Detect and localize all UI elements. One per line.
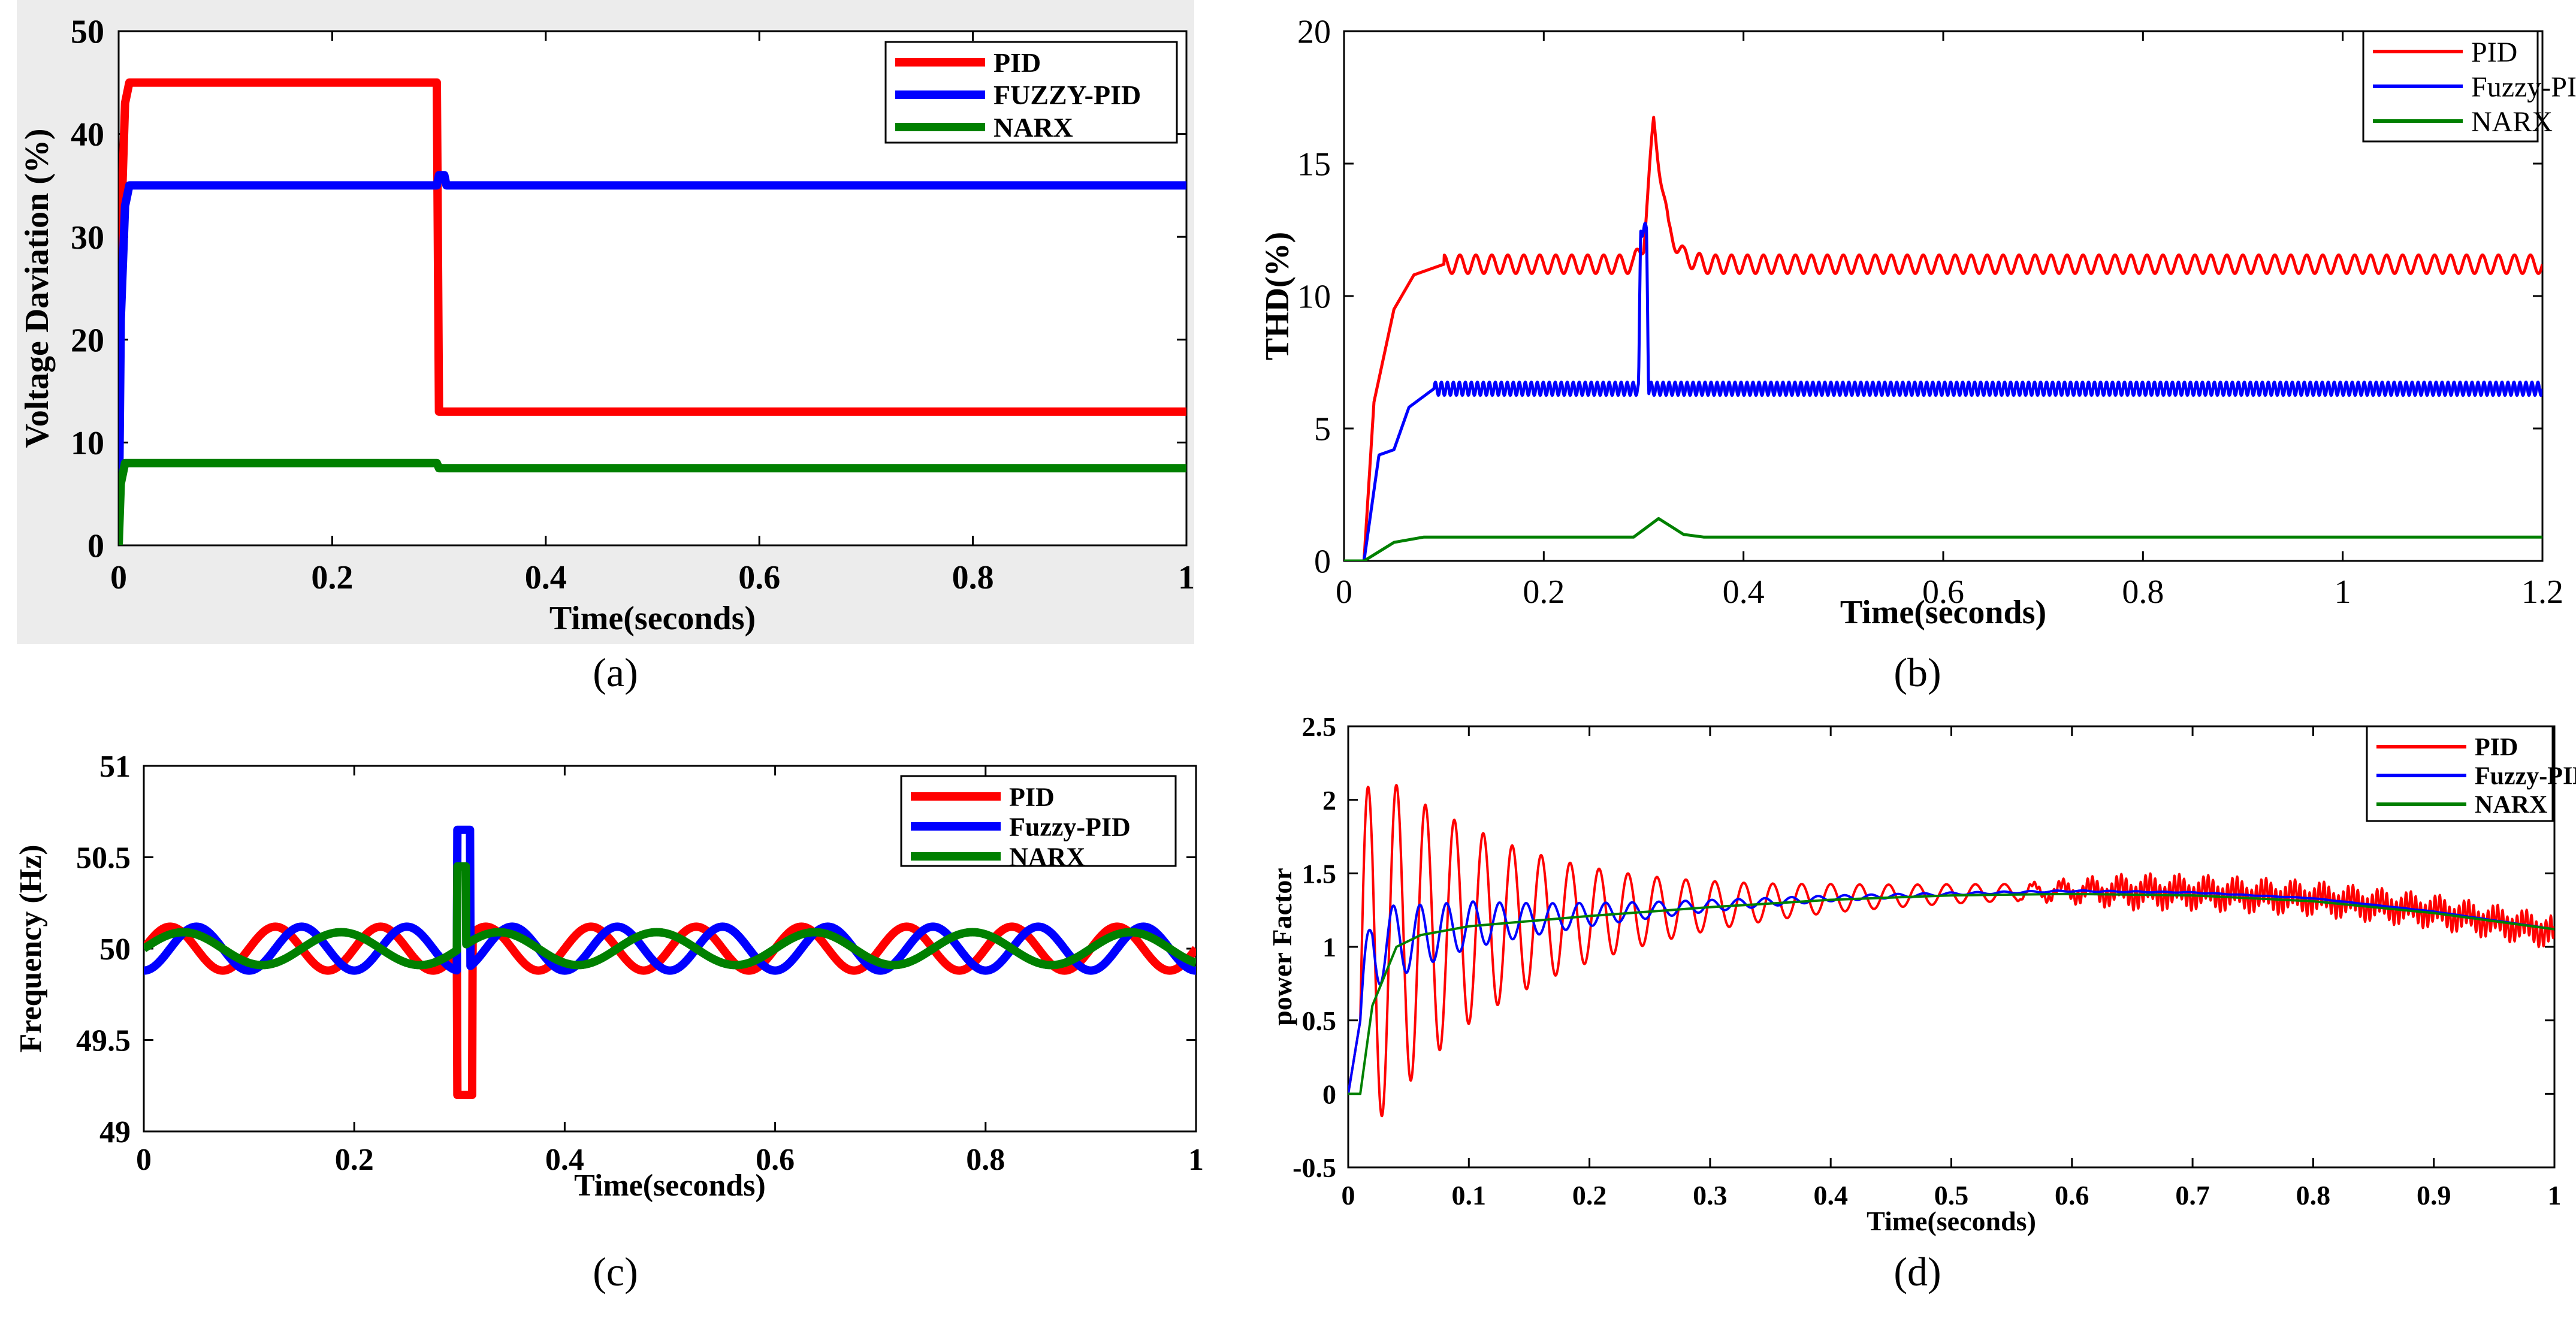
series-line-narx — [144, 862, 1196, 970]
x-tick-label: 1 — [2548, 1180, 2562, 1211]
x-tick-label: 0.2 — [1523, 574, 1565, 611]
x-tick-label: 1 — [1188, 1143, 1204, 1177]
legend-label-fuzzy-pid: Fuzzy-PID — [2471, 71, 2576, 103]
y-tick-label: 5 — [1314, 411, 1331, 448]
legend-label-pid: PID — [2471, 37, 2517, 68]
y-tick-label: -0.5 — [1292, 1152, 1336, 1183]
legend-label-narx: NARX — [2475, 792, 2547, 819]
panel-b: 0 0.2 0.4 0.6 0.8 1 1.2 0 5 10 15 20 Time(seconds) TH… — [1259, 14, 2576, 695]
legend-label-pid: PID — [2475, 734, 2518, 762]
x-tick-label: 0.6 — [756, 1143, 795, 1177]
legend-label-fuzzy-pid: Fuzzy-PID — [2475, 763, 2576, 790]
y-tick-label: 15 — [1297, 146, 1331, 183]
legend-label-fuzzy-pid: Fuzzy-PID — [1009, 812, 1131, 841]
legend-box — [900, 775, 1177, 867]
y-tick-label: 0 — [1314, 544, 1331, 581]
series-line-narx — [119, 458, 1186, 545]
x-tick-label: 0.4 — [545, 1143, 584, 1177]
series-line-narx — [1348, 892, 2554, 1095]
y-tick-label: 0.5 — [1302, 1006, 1337, 1036]
series-line-pid — [1348, 784, 2554, 1118]
y-tick-label: 51 — [99, 750, 131, 784]
x-tick-label: 0.3 — [1693, 1180, 1728, 1211]
series-line-fuzzy-pid — [119, 171, 1186, 545]
y-axis-label: Frequency (Hz) — [14, 844, 48, 1052]
y-tick-label: 10 — [1297, 279, 1331, 316]
y-tick-label: 30 — [71, 219, 104, 256]
plot-area — [1347, 725, 2556, 1169]
panel-label: (c) — [593, 1249, 638, 1294]
x-axis-label: Time(seconds) — [1867, 1206, 2036, 1236]
x-tick-label: 0.8 — [966, 1143, 1005, 1177]
y-tick-label: 0 — [87, 528, 104, 565]
x-tick-label: 0.7 — [2175, 1180, 2210, 1211]
y-axis-label: THD(%) — [1259, 232, 1296, 361]
y-tick-label: 49 — [99, 1115, 131, 1149]
legend-label-narx: NARX — [2471, 106, 2553, 138]
panel-c: 0 0.2 0.4 0.6 0.8 1 49 49.5 50 50.5 51 Time(seconds… — [14, 750, 1204, 1294]
x-tick-label: 1 — [2335, 574, 2351, 611]
x-tick-label: 0.8 — [2122, 574, 2164, 611]
panel-label: (b) — [1894, 650, 1941, 695]
y-tick-label: 50 — [99, 932, 131, 967]
x-tick-label: 0.4 — [525, 559, 567, 596]
series-line-narx — [1344, 517, 2542, 561]
y-axis-label: power Factor — [1267, 868, 1297, 1026]
x-tick-label: 0.8 — [2296, 1180, 2331, 1211]
legend-label-narx: NARX — [993, 112, 1073, 143]
y-tick-label: 40 — [71, 116, 104, 153]
x-tick-label: 0.6 — [1922, 574, 1964, 611]
x-axis-label: Time(seconds) — [549, 600, 756, 637]
series-line-pid — [144, 922, 1196, 1099]
x-tick-label: 0.4 — [1723, 574, 1765, 611]
legend-label-fuzzy-pid: FUZZY-PID — [993, 80, 1141, 110]
x-tick-label: 0.2 — [1572, 1180, 1607, 1211]
y-axis-label: Voltage Daviation (%) — [19, 128, 56, 448]
x-axis-label: Time(seconds) — [574, 1169, 766, 1203]
series-line-fuzzy-pid — [1344, 222, 2542, 561]
series-line-pid — [1344, 116, 2542, 561]
x-tick-label: 0.2 — [311, 559, 353, 596]
panel-a: 0 0.2 0.4 0.6 0.8 101020304050Time(seconds)Vo… — [17, 0, 1195, 695]
x-tick-label: 0.1 — [1452, 1180, 1487, 1211]
x-tick-label: 0 — [1336, 574, 1352, 611]
x-tick-label: 0 — [136, 1143, 152, 1177]
legend-label-pid: PID — [1009, 782, 1055, 811]
x-tick-label: 0.6 — [2055, 1180, 2089, 1211]
x-tick-label: 0.5 — [1934, 1180, 1969, 1211]
series-line-fuzzy-pid — [1348, 889, 2554, 1094]
panel-label: (d) — [1894, 1249, 1941, 1294]
x-tick-label: 1.2 — [2521, 574, 2563, 611]
x-tick-label: 1 — [1178, 559, 1195, 596]
legend-label-pid: PID — [993, 47, 1041, 78]
y-tick-label: 2 — [1322, 785, 1336, 816]
y-tick-label: 10 — [71, 425, 104, 462]
y-tick-label: 20 — [1297, 14, 1331, 51]
x-tick-label: 0.2 — [335, 1143, 374, 1177]
panel-d: 0 0.1 0.2 0.3 0.4 0.5 0.6 0.7 0.8 0.9 1-0.500.511.… — [1267, 711, 2576, 1294]
x-axis-label: Time(seconds) — [1840, 594, 2046, 631]
x-tick-label: 0.6 — [738, 559, 780, 596]
x-tick-label: 0.4 — [1813, 1180, 1848, 1211]
x-tick-label: 0 — [1342, 1180, 1355, 1211]
x-tick-label: 0 — [110, 559, 127, 596]
y-tick-label: 2.5 — [1302, 711, 1337, 742]
plot-area — [1343, 30, 2544, 562]
legend-label-narx: NARX — [1009, 842, 1085, 871]
y-tick-label: 1 — [1322, 932, 1336, 962]
y-tick-label: 50.5 — [76, 841, 131, 876]
panel-label: (a) — [593, 650, 638, 695]
x-tick-label: 0.8 — [952, 559, 994, 596]
y-tick-label: 1.5 — [1302, 858, 1337, 889]
y-tick-label: 0 — [1322, 1079, 1336, 1109]
y-tick-label: 49.5 — [76, 1024, 131, 1058]
x-tick-label: 0.9 — [2417, 1180, 2451, 1211]
y-tick-label: 50 — [71, 14, 104, 51]
y-tick-label: 20 — [71, 322, 104, 359]
